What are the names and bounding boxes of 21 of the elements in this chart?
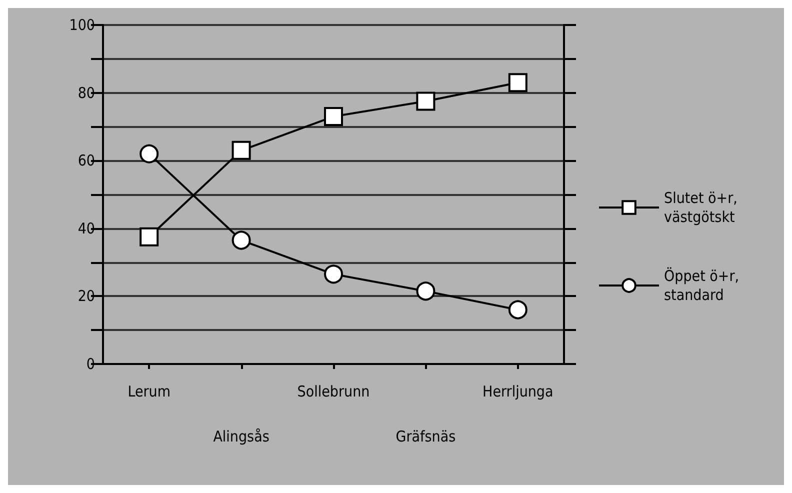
point	[324, 107, 343, 126]
y-tick-label: 40	[78, 219, 95, 238]
y-tick-label: 60	[78, 152, 95, 170]
point	[508, 300, 528, 320]
x-tick-label: Sollebrunn	[297, 382, 370, 400]
point	[232, 140, 251, 160]
x-tick-label: Gräfsnäs	[396, 428, 456, 446]
x-tick-label: Lerum	[128, 382, 171, 400]
x-tick-label: Herrljunga	[482, 382, 554, 400]
x-tick-label: Alingsås	[213, 428, 270, 446]
point	[416, 92, 436, 111]
point	[324, 264, 343, 284]
y-tick-label: 100	[69, 16, 95, 34]
point	[140, 144, 159, 164]
point	[416, 282, 436, 301]
y-tick-label: 80	[78, 84, 95, 102]
legend-label: Öppet ö+r, standard	[664, 267, 744, 304]
point	[232, 230, 251, 250]
point	[140, 227, 159, 246]
point	[508, 73, 528, 92]
legend-label: Slutet ö+r, västgötskt	[664, 189, 742, 226]
